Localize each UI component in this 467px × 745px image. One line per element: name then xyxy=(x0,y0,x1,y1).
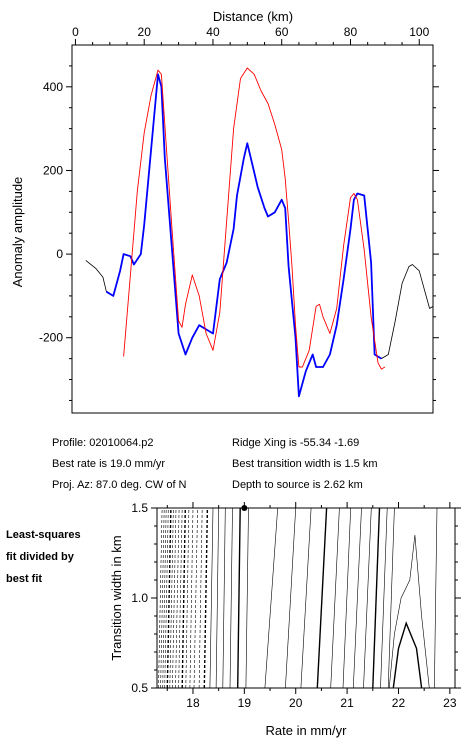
contour-line xyxy=(285,508,296,688)
contour-line xyxy=(237,508,241,688)
misfit-x-axis-label: Rate in mm/yr xyxy=(266,723,348,738)
contour-loop xyxy=(434,508,438,688)
depth-to-source: Depth to source is 2.62 km xyxy=(232,479,363,491)
side-note-line: best fit xyxy=(6,573,43,585)
x-tick-label: 100 xyxy=(409,25,429,39)
contour-line xyxy=(193,508,198,688)
contour-line xyxy=(245,508,249,688)
contour-line xyxy=(222,508,226,688)
contour-line xyxy=(209,508,214,688)
contour-line xyxy=(203,508,209,688)
profile-x-axis-label: Distance (km) xyxy=(213,9,293,24)
x-tick-label: 0 xyxy=(72,25,79,39)
contour-line xyxy=(169,508,174,688)
side-note-line: Least-squares xyxy=(6,529,81,541)
contour-line xyxy=(380,508,388,688)
contour-line xyxy=(189,508,194,688)
contour-line xyxy=(342,508,351,688)
contour-line xyxy=(181,508,186,688)
profile-y-axis-label: Anomaly amplitude xyxy=(10,177,25,288)
x-tick-label: 18 xyxy=(186,696,200,710)
contour-line xyxy=(178,508,183,688)
contour-line xyxy=(316,508,328,688)
x-tick-label: 21 xyxy=(340,696,354,710)
profile-chart: 0 20 40 60 80 100 -200 0 200 400 Distance (km) An… xyxy=(10,9,439,414)
fit-window-line xyxy=(105,73,382,398)
misfit-contours xyxy=(158,508,438,688)
contour-loop xyxy=(392,621,423,688)
y-tick-label: 0 xyxy=(56,247,63,261)
profile-series xyxy=(85,67,434,398)
x-tick-label: 80 xyxy=(344,25,358,39)
profile-plot-frame xyxy=(71,44,434,414)
x-tick-label: 23 xyxy=(443,696,457,710)
contour-line xyxy=(166,508,172,688)
x-tick-label: 22 xyxy=(392,696,406,710)
y-tick-label: 200 xyxy=(43,163,63,177)
contour-line xyxy=(198,508,203,688)
contour-loop xyxy=(388,534,430,688)
y-tick-label: 0.5 xyxy=(131,681,148,695)
best-rate: Best rate is 19.0 mm/yr xyxy=(52,458,166,470)
best-transition-width: Best transition width is 1.5 km xyxy=(232,458,378,470)
contour-line xyxy=(172,508,177,688)
contour-line xyxy=(387,508,395,688)
x-tick-label: 20 xyxy=(289,696,303,710)
side-note: Least-squares fit divided by best fit xyxy=(6,524,81,590)
contour-line xyxy=(175,508,180,688)
contour-line xyxy=(264,508,278,688)
profile-name: Profile: 02010064.p2 xyxy=(52,437,154,449)
contour-line xyxy=(215,508,219,688)
projection-azimuth: Proj. Az: 87.0 deg. CW of N xyxy=(52,479,187,491)
x-tick-label: 40 xyxy=(206,25,220,39)
misfit-y-axis-label: Transition width in km xyxy=(109,535,124,660)
x-tick-label: 19 xyxy=(238,696,252,710)
contour-line xyxy=(330,508,340,688)
contour-line xyxy=(158,508,163,688)
y-tick-label: 1.5 xyxy=(131,501,148,515)
x-tick-label: 60 xyxy=(275,25,289,39)
y-tick-label: -200 xyxy=(39,331,63,345)
y-tick-label: 1.0 xyxy=(131,591,148,605)
ridge-crossing: Ridge Xing is -55.34 -1.69 xyxy=(232,437,360,449)
contour-line xyxy=(300,508,312,688)
contour-line xyxy=(164,508,169,688)
model-anomaly-line xyxy=(123,67,386,370)
misfit-axis-ticks: 18 19 20 21 22 23 0.5 1.0 1.5 xyxy=(131,501,461,710)
best-fit-marker xyxy=(241,505,248,511)
x-tick-label: 20 xyxy=(138,25,152,39)
side-note-line: fit divided by xyxy=(6,551,74,563)
contour-line xyxy=(353,508,362,688)
contour-line xyxy=(162,508,167,688)
contour-line xyxy=(160,508,165,688)
contour-line xyxy=(229,508,233,688)
y-tick-label: 400 xyxy=(43,80,63,94)
contour-line xyxy=(185,508,190,688)
profile-axis-ticks: 0 20 40 60 80 100 -200 0 200 400 xyxy=(39,25,439,401)
contour-line xyxy=(363,508,372,688)
misfit-contour-chart: 18 19 20 21 22 23 0.5 1.0 1.5 Rate in mm/yr Tran… xyxy=(109,501,461,738)
observed-anomaly-line xyxy=(85,73,434,397)
contour-line xyxy=(372,508,381,688)
